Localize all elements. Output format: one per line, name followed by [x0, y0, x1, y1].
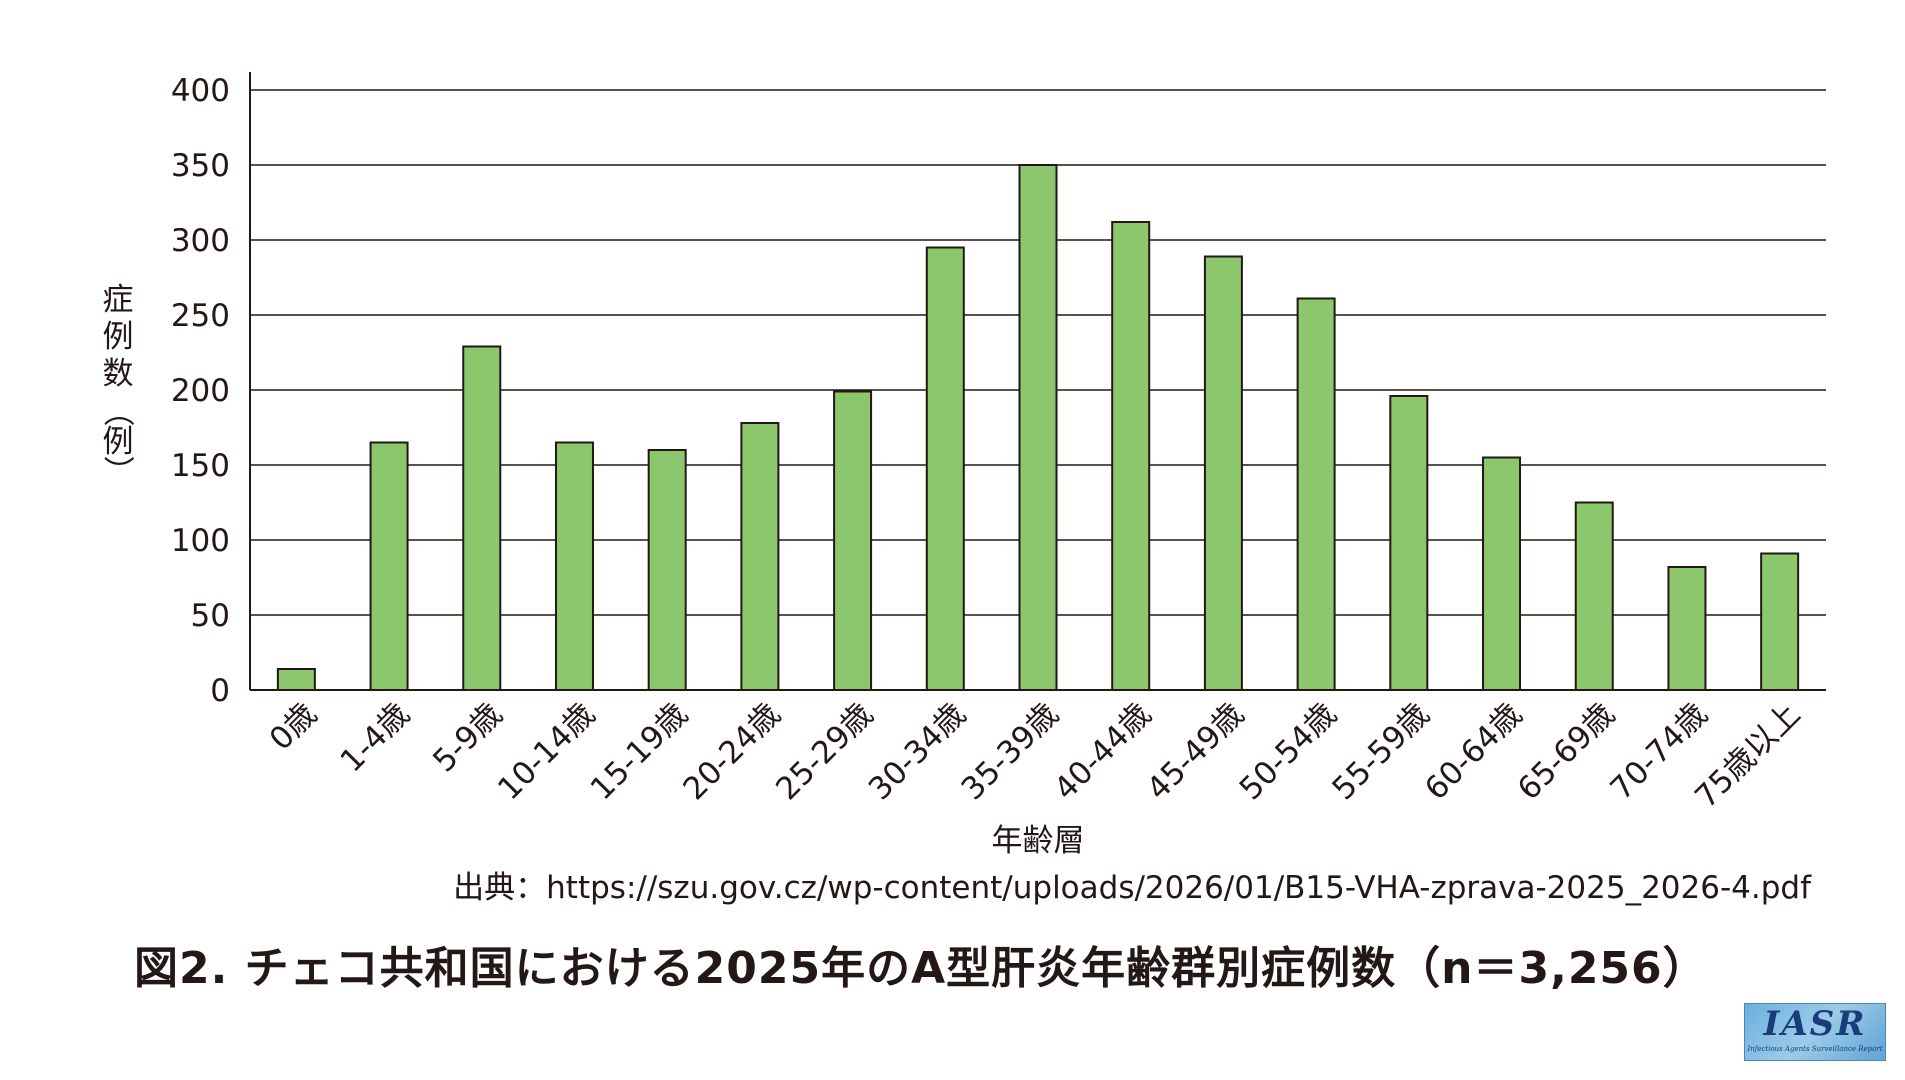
y-label-char: （ [99, 396, 135, 427]
x-tick-label: 15-19歳 [584, 696, 695, 807]
y-tick-label: 400 [171, 73, 230, 109]
bar [1296, 297, 1336, 691]
bar [369, 441, 409, 691]
bar-chart: 0 50 100 150 200 250 300 350 400 0歳 1-4歳 5-9歳10-14… [99, 72, 1826, 859]
x-tick-label: 30-34歳 [862, 696, 973, 807]
x-tick-label: 10-14歳 [491, 696, 602, 807]
x-tick-label: 25-29歳 [769, 696, 880, 807]
bar [1667, 566, 1707, 691]
bars [276, 164, 1800, 691]
x-tick-label: 5-9歳 [426, 696, 509, 779]
y-tick-label: 100 [171, 523, 230, 559]
bar [647, 449, 687, 691]
source-note: 出典：https://szu.gov.cz/wp-content/uploads… [453, 870, 1811, 906]
bar [740, 422, 780, 691]
y-axis-label: 症例数（例） [99, 282, 135, 487]
x-tick-label: 45-49歳 [1140, 696, 1251, 807]
logo-text: IASR [1763, 1004, 1867, 1044]
bar [1760, 552, 1800, 691]
y-tick-label: 0 [210, 673, 230, 709]
iasr-logo: IASR Infectious Agents Surveillance Repo… [1744, 1003, 1886, 1061]
x-tick-label: 60-64歳 [1418, 696, 1529, 807]
y-label-char: 症 [103, 282, 134, 318]
y-tick-label: 150 [171, 448, 230, 484]
x-tick-label: 50-54歳 [1233, 696, 1344, 807]
y-tick-label: 50 [191, 598, 230, 634]
y-tick-label: 350 [171, 148, 230, 184]
x-tick-label: 55-59歳 [1325, 696, 1436, 807]
y-tick-label: 200 [171, 373, 230, 409]
y-tick-label: 300 [171, 223, 230, 259]
x-tick-label: 65-69歳 [1511, 696, 1622, 807]
bar [1574, 501, 1614, 691]
bar [925, 246, 965, 691]
x-axis-label: 年齢層 [992, 823, 1085, 859]
x-tick-label: 1-4歳 [334, 696, 417, 779]
bar [1203, 255, 1243, 691]
bar [554, 441, 594, 691]
x-tick-label: 0歳 [263, 696, 324, 757]
bar [1482, 456, 1522, 691]
bar [1389, 395, 1429, 691]
y-label-char: 例 [103, 319, 134, 355]
y-label-char: 数 [103, 356, 134, 392]
x-tick-label: 20-24歳 [676, 696, 787, 807]
bar [1018, 164, 1058, 691]
bar [462, 345, 502, 691]
bar [833, 390, 873, 691]
y-axis-ticks: 0 50 100 150 200 250 300 350 400 [171, 73, 230, 709]
y-label-char: ） [99, 456, 135, 487]
bar [1111, 221, 1151, 691]
x-tick-label: 40-44歳 [1047, 696, 1158, 807]
figure-title: 図2. チェコ共和国における2025年のA型肝炎年齢群別症例数（n＝3,256） [134, 943, 1708, 994]
bar [276, 668, 316, 691]
y-label-char: 例 [103, 424, 134, 460]
x-tick-label: 35-39歳 [955, 696, 1066, 807]
x-axis-ticks: 0歳 1-4歳 5-9歳10-14歳15-19歳20-24歳25-29歳30-34歳… [263, 696, 1808, 815]
y-tick-label: 250 [171, 298, 230, 334]
logo-subtext: Infectious Agents Surveillance Report [1747, 1045, 1883, 1053]
